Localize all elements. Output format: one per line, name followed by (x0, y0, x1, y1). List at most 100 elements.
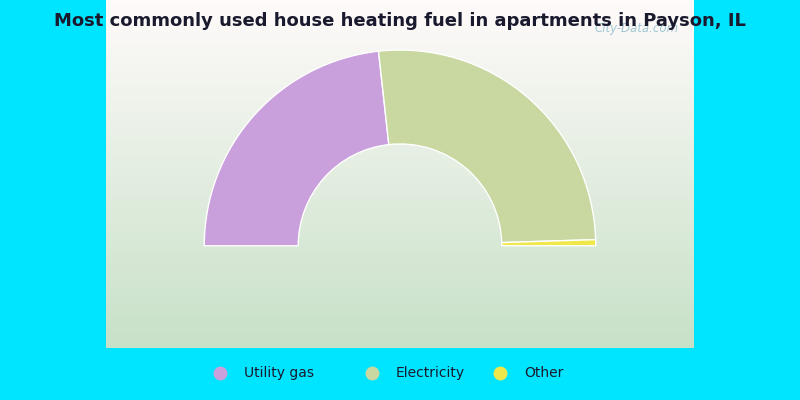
Bar (106, 193, 694, 195)
Bar (106, 249, 694, 250)
Bar (106, 132, 694, 134)
Bar (106, 237, 694, 238)
Bar (106, 144, 694, 146)
Bar (106, 296, 694, 298)
Bar (106, 54, 694, 56)
Bar (106, 315, 694, 317)
Bar (106, 266, 694, 268)
Bar (106, 40, 694, 42)
Bar (106, 56, 694, 58)
Bar (106, 78, 694, 80)
Bar (106, 329, 694, 330)
Bar (106, 73, 694, 75)
Bar (106, 221, 694, 223)
Bar (106, 343, 694, 344)
Bar (106, 341, 694, 343)
Bar (106, 174, 694, 176)
Bar (106, 181, 694, 183)
Bar (106, 303, 694, 304)
Wedge shape (204, 51, 389, 246)
Bar (106, 197, 694, 198)
Bar (106, 71, 694, 73)
Bar (106, 301, 694, 303)
Bar (106, 252, 694, 254)
Bar (106, 70, 694, 71)
Bar (106, 31, 694, 33)
Bar (106, 191, 694, 193)
Bar (106, 256, 694, 258)
Bar (106, 240, 694, 242)
Bar (106, 336, 694, 338)
Bar (106, 284, 694, 285)
Bar (106, 178, 694, 179)
Bar (106, 104, 694, 106)
Bar (106, 322, 694, 324)
Bar (106, 16, 694, 17)
Text: City-Data.com: City-Data.com (594, 22, 678, 35)
Bar (106, 186, 694, 188)
Bar (106, 170, 694, 172)
Bar (106, 325, 694, 327)
Bar (106, 261, 694, 263)
Bar (106, 94, 694, 96)
Bar (106, 167, 694, 169)
Bar (106, 12, 694, 14)
Bar (106, 90, 694, 92)
Bar (106, 151, 694, 153)
Bar (106, 324, 694, 325)
Bar (106, 164, 694, 165)
Bar (106, 146, 694, 148)
Bar (106, 129, 694, 130)
Bar (106, 259, 694, 261)
Bar (106, 247, 694, 249)
Bar (106, 278, 694, 280)
Bar (106, 136, 694, 138)
Bar (106, 244, 694, 245)
Bar (106, 38, 694, 40)
Bar (106, 306, 694, 308)
Bar (106, 258, 694, 259)
Bar (106, 205, 694, 207)
Bar (106, 153, 694, 155)
Bar (106, 7, 694, 9)
Bar (106, 184, 694, 186)
Bar (106, 58, 694, 59)
Bar (106, 113, 694, 115)
Bar (106, 263, 694, 264)
Bar (106, 158, 694, 160)
Bar (106, 224, 694, 226)
Bar (106, 80, 694, 82)
Bar (106, 64, 694, 66)
Bar (106, 317, 694, 318)
Bar (106, 49, 694, 50)
Bar (106, 52, 694, 54)
Bar (106, 207, 694, 209)
Bar (106, 308, 694, 310)
Bar (106, 332, 694, 334)
Bar (106, 233, 694, 235)
Bar (106, 212, 694, 214)
Bar (106, 287, 694, 289)
Bar (106, 327, 694, 329)
Bar (106, 304, 694, 306)
Bar (106, 339, 694, 341)
Bar (106, 344, 694, 346)
Bar (106, 254, 694, 256)
Bar (106, 116, 694, 118)
Bar (106, 313, 694, 315)
Bar (106, 273, 694, 275)
Bar (106, 214, 694, 216)
Bar (106, 19, 694, 21)
Bar (106, 92, 694, 94)
Bar (106, 209, 694, 210)
Bar (106, 66, 694, 68)
Bar (106, 238, 694, 240)
Bar (106, 318, 694, 320)
Bar (106, 124, 694, 125)
Bar (106, 101, 694, 103)
Bar (106, 150, 694, 151)
Bar (106, 183, 694, 184)
Bar (106, 270, 694, 272)
Bar (106, 61, 694, 63)
Bar (106, 219, 694, 221)
